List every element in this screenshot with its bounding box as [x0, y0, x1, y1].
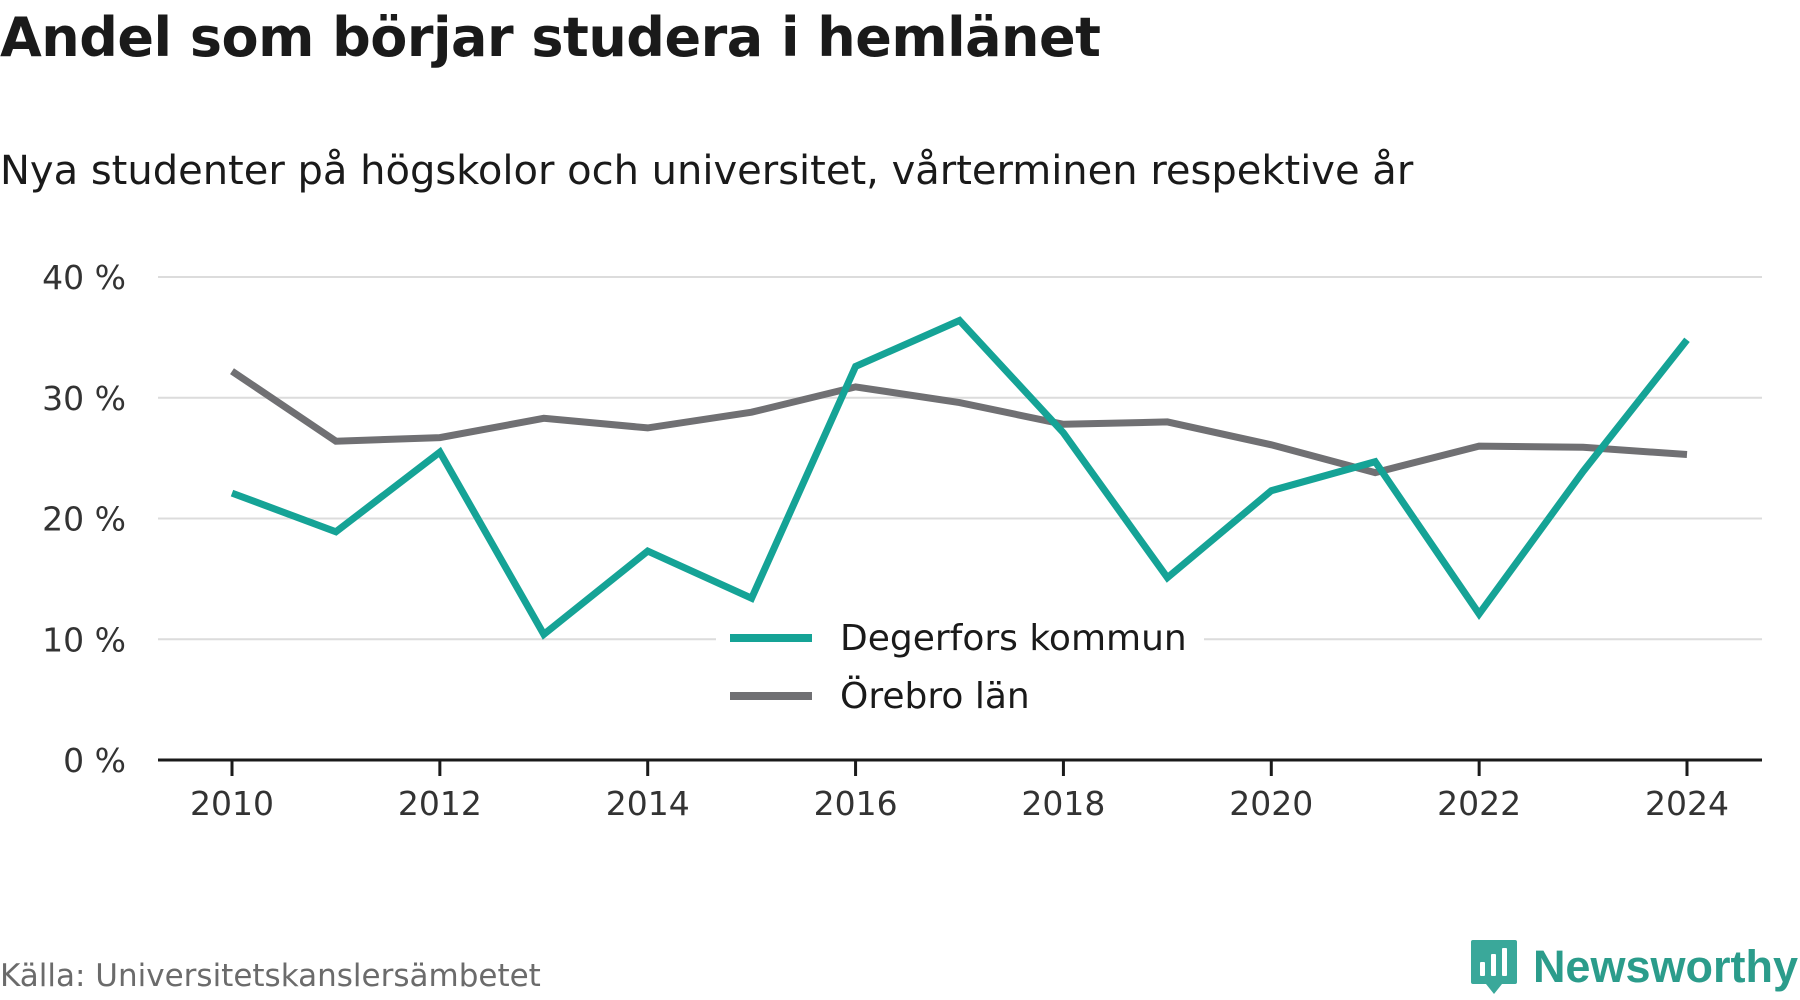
y-tick-label: 0 %	[63, 741, 126, 780]
x-tick-label: 2016	[814, 784, 898, 823]
series-line-1	[230, 368, 1688, 477]
x-tick-label: 2014	[606, 784, 690, 823]
y-tick-label: 20 %	[42, 500, 126, 539]
chart-title: Andel som börjar studera i hemlänet	[0, 6, 1101, 69]
x-tick-label: 2018	[1021, 784, 1105, 823]
y-tick-label: 10 %	[42, 620, 126, 659]
x-tick-label: 2024	[1645, 784, 1729, 823]
y-tick-label: 40 %	[42, 258, 126, 297]
brand-logo: Newsworthy	[1469, 938, 1798, 996]
series-line-0	[230, 316, 1690, 640]
x-tick-label: 2010	[190, 784, 274, 823]
brand-name: Newsworthy	[1532, 941, 1798, 992]
legend-background	[716, 666, 1204, 716]
chart-subtitle: Nya studenter på högskolor och universit…	[0, 148, 1414, 194]
legend-label: Degerfors kommun	[840, 618, 1187, 659]
source-note: Källa: Universitetskanslersämbetet	[0, 958, 541, 994]
newsworthy-logo-icon	[1470, 940, 1517, 994]
x-tick-label: 2012	[398, 784, 482, 823]
legend-label: Örebro län	[840, 675, 1030, 717]
x-tick-label: 2022	[1437, 784, 1521, 823]
y-tick-label: 30 %	[42, 379, 126, 418]
x-tick-label: 2020	[1229, 784, 1313, 823]
legend-background	[716, 608, 1204, 658]
